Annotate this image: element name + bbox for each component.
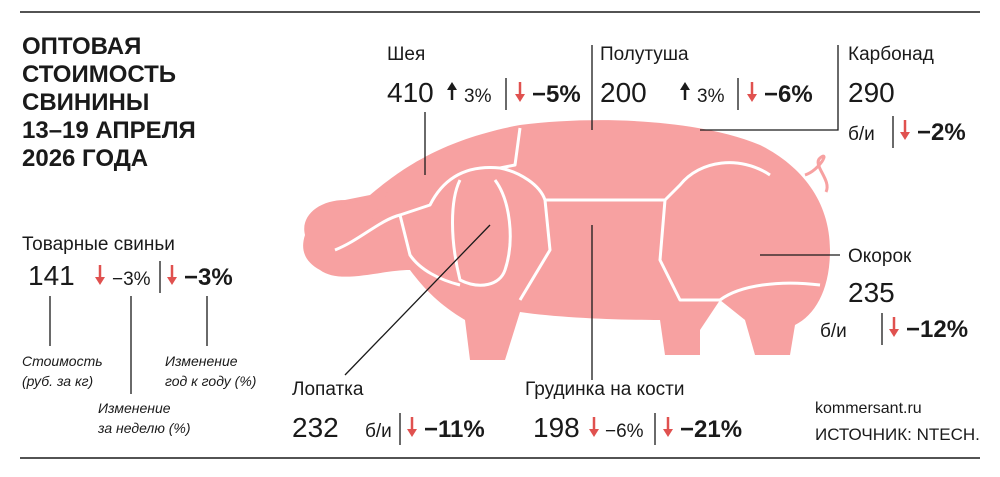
- item-name: Окорок: [848, 246, 912, 267]
- year-change: −2%: [917, 119, 966, 146]
- week-change: б/и: [365, 421, 392, 442]
- item-price: 198: [533, 412, 580, 443]
- item-price: 141: [28, 260, 75, 291]
- trend-arrow: [889, 317, 899, 337]
- footer-source: ИСТОЧНИК: NTECH.: [815, 425, 980, 444]
- leader: [344, 224, 491, 376]
- week-change: −6%: [605, 421, 644, 442]
- week-change: б/и: [848, 124, 875, 145]
- trend-arrow: [589, 417, 599, 437]
- note: Изменение: [165, 353, 238, 369]
- note: (руб. за кг): [22, 373, 93, 389]
- item-price: 232: [292, 412, 339, 443]
- trend-arrow: [680, 82, 690, 100]
- title-line: 2026 ГОДА: [22, 145, 148, 172]
- item-price: 200: [600, 77, 647, 108]
- year-change: −12%: [906, 316, 968, 343]
- item-name: Товарные свиньи: [22, 234, 175, 255]
- item-name: Полутуша: [600, 44, 689, 65]
- trend-arrow: [167, 265, 177, 285]
- item-price: 235: [848, 277, 895, 308]
- title-line: ОПТОВАЯ: [22, 33, 141, 60]
- trend-arrow: [447, 82, 457, 100]
- pig: [303, 120, 830, 361]
- footer-site: kommersant.ru: [815, 400, 922, 417]
- note: год к году (%): [165, 373, 256, 389]
- trend-arrow: [900, 120, 910, 140]
- week-change: 3%: [697, 86, 725, 107]
- item-name: Шея: [387, 44, 425, 65]
- item-name: Грудинка на кости: [525, 379, 684, 400]
- note: Стоимость: [22, 353, 103, 369]
- year-change: −5%: [532, 81, 581, 108]
- item-price: 290: [848, 77, 895, 108]
- year-change: −6%: [764, 81, 813, 108]
- title-line: СТОИМОСТЬ: [22, 61, 176, 88]
- trend-arrow: [95, 265, 105, 285]
- year-change: −21%: [680, 416, 742, 443]
- leader: [700, 45, 839, 131]
- title-line: 13–19 АПРЕЛЯ: [22, 117, 196, 144]
- year-change: −3%: [184, 264, 233, 291]
- note: за неделю (%): [97, 420, 191, 436]
- note: Изменение: [98, 400, 171, 416]
- trend-arrow: [747, 82, 757, 102]
- week-change: 3%: [464, 86, 492, 107]
- title-line: СВИНИНЫ: [22, 89, 149, 116]
- item-name: Карбонад: [848, 44, 934, 65]
- week-change: б/и: [820, 321, 847, 342]
- trend-arrow: [515, 82, 525, 102]
- year-change: −11%: [424, 416, 485, 443]
- trend-arrow: [663, 417, 673, 437]
- week-change: −3%: [112, 269, 151, 290]
- item-name: Лопатка: [292, 379, 364, 400]
- item-price: 410: [387, 77, 434, 108]
- trend-arrow: [407, 417, 417, 437]
